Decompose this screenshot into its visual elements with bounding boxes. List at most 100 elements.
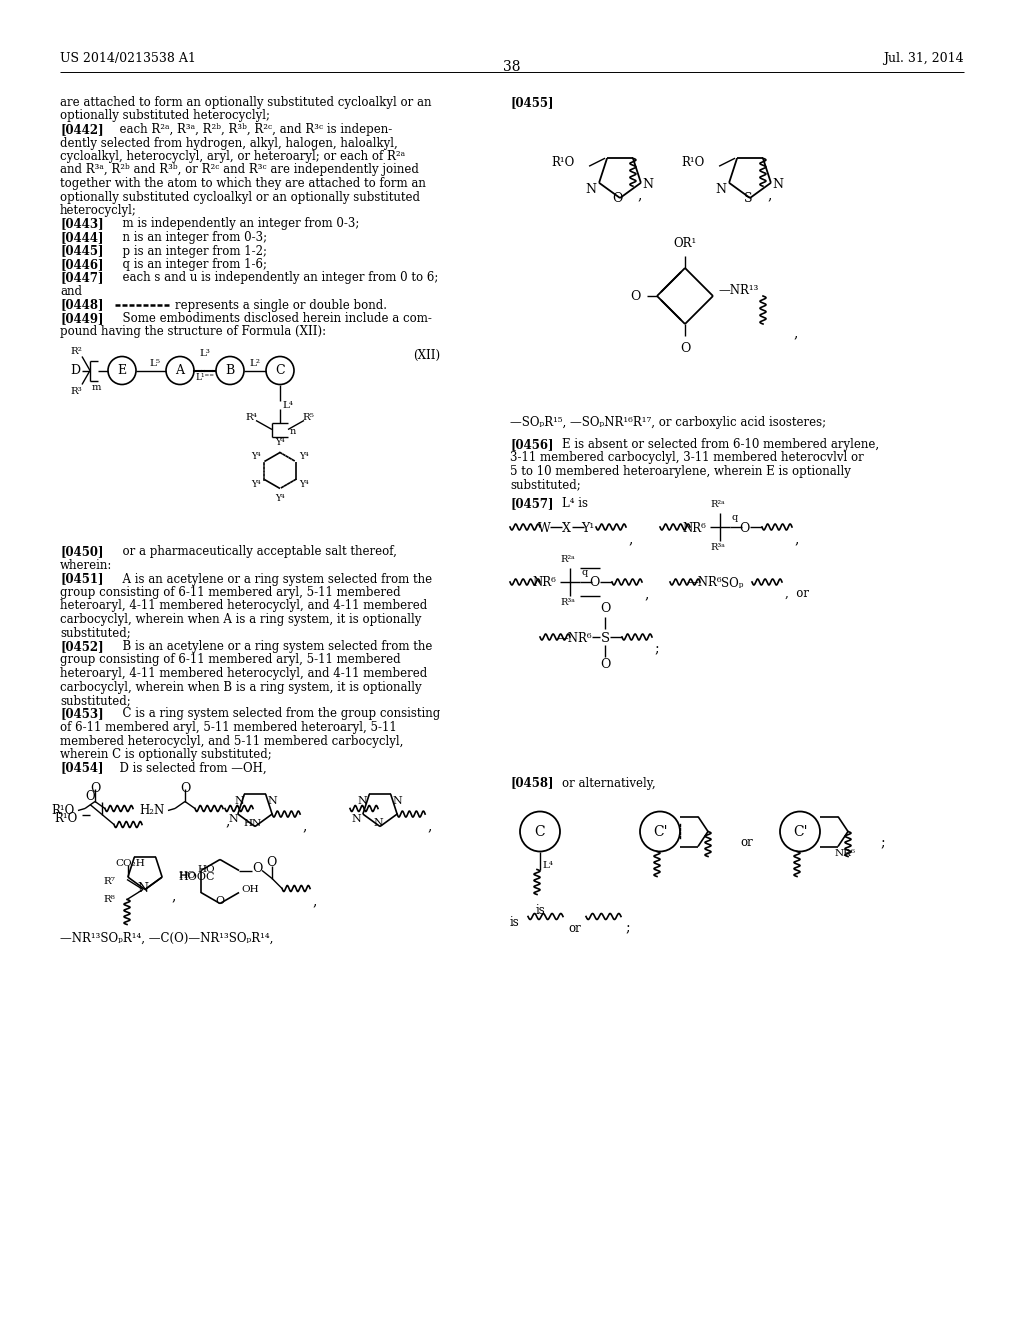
Text: W: W — [538, 521, 551, 535]
Text: p is an integer from 1-2;: p is an integer from 1-2; — [115, 244, 267, 257]
Text: N: N — [137, 882, 148, 895]
Text: N: N — [392, 796, 402, 807]
Text: [0451]: [0451] — [60, 573, 103, 586]
Text: [0446]: [0446] — [60, 257, 103, 271]
Text: HOOC: HOOC — [178, 871, 215, 882]
Text: optionally substituted cycloalkyl or an optionally substituted: optionally substituted cycloalkyl or an … — [60, 190, 420, 203]
Text: ,: , — [794, 532, 799, 546]
Text: [0454]: [0454] — [60, 762, 103, 775]
Text: E: E — [118, 364, 127, 378]
Text: heteroaryl, 4-11 membered heterocyclyl, and 4-11 membered: heteroaryl, 4-11 membered heterocyclyl, … — [60, 667, 427, 680]
Text: H₂N: H₂N — [139, 804, 165, 817]
Text: —SOₚR¹⁵, —SOₚNR¹⁶R¹⁷, or carboxylic acid isosteres;: —SOₚR¹⁵, —SOₚNR¹⁶R¹⁷, or carboxylic acid… — [510, 416, 826, 429]
Text: N: N — [642, 178, 653, 191]
Text: O: O — [252, 862, 262, 875]
Text: ;: ; — [654, 642, 658, 656]
Text: NR⁶: NR⁶ — [682, 521, 706, 535]
Text: HO: HO — [178, 870, 196, 879]
Text: R³ᵃ: R³ᵃ — [560, 598, 575, 607]
Text: group consisting of 6-11 membered aryl, 5-11 membered: group consisting of 6-11 membered aryl, … — [60, 586, 400, 599]
Text: ,: , — [768, 189, 772, 202]
Text: Y⁴: Y⁴ — [251, 480, 260, 488]
Text: Y⁴: Y⁴ — [275, 438, 285, 447]
Text: O: O — [266, 857, 276, 870]
Text: HO: HO — [198, 865, 215, 874]
Text: R⁷: R⁷ — [103, 878, 115, 887]
Text: [0450]: [0450] — [60, 545, 103, 558]
Text: C': C' — [652, 825, 668, 838]
Text: O: O — [589, 577, 599, 590]
Text: [0442]: [0442] — [60, 123, 103, 136]
Text: q: q — [582, 568, 588, 577]
Text: wherein C is optionally substituted;: wherein C is optionally substituted; — [60, 748, 271, 762]
Text: are attached to form an optionally substituted cycloalkyl or an: are attached to form an optionally subst… — [60, 96, 431, 110]
Text: membered heterocyclyl, and 5-11 membered carbocyclyl,: membered heterocyclyl, and 5-11 membered… — [60, 734, 403, 747]
Text: [0453]: [0453] — [60, 708, 103, 721]
Text: O: O — [738, 521, 750, 535]
Text: CO₂H: CO₂H — [115, 859, 144, 869]
Text: N: N — [772, 178, 783, 191]
Text: Y⁴: Y⁴ — [299, 480, 309, 488]
Text: Y¹: Y¹ — [582, 521, 595, 535]
Text: Some embodiments disclosed herein include a com-: Some embodiments disclosed herein includ… — [115, 312, 432, 325]
Text: and R³ᵃ, R²ᵇ and R³ᵇ, or R²ᶜ and R³ᶜ are independently joined: and R³ᵃ, R²ᵇ and R³ᵇ, or R²ᶜ and R³ᶜ are… — [60, 164, 419, 177]
Text: O: O — [90, 781, 100, 795]
Text: O: O — [180, 781, 190, 795]
Text: L⁴: L⁴ — [282, 400, 293, 409]
Text: or: or — [740, 837, 753, 850]
Text: is: is — [510, 916, 520, 929]
Text: ,: , — [312, 895, 316, 908]
Text: N: N — [267, 796, 278, 807]
Text: ,: , — [225, 814, 229, 829]
Text: R²ᵃ: R²ᵃ — [711, 500, 725, 510]
Text: optionally substituted heterocyclyl;: optionally substituted heterocyclyl; — [60, 110, 270, 123]
Text: —NR¹³: —NR¹³ — [718, 285, 759, 297]
Text: R⁸: R⁸ — [103, 895, 115, 903]
Text: N: N — [715, 182, 726, 195]
Text: m: m — [92, 383, 101, 392]
Text: C: C — [275, 364, 285, 378]
Text: OH: OH — [241, 884, 259, 894]
Text: C: C — [535, 825, 546, 838]
Text: C': C' — [793, 825, 807, 838]
Text: (XII): (XII) — [413, 348, 440, 362]
Text: R¹O: R¹O — [52, 804, 75, 817]
Text: L⁴: L⁴ — [542, 862, 553, 870]
Text: X: X — [561, 521, 570, 535]
Text: [0458]: [0458] — [510, 776, 554, 789]
Text: N: N — [234, 796, 245, 807]
Text: R¹O: R¹O — [682, 156, 706, 169]
Text: Jul. 31, 2014: Jul. 31, 2014 — [884, 51, 964, 65]
Text: ,  or: , or — [785, 587, 809, 601]
Text: —NR⁶: —NR⁶ — [686, 577, 722, 590]
Text: R³ᵃ: R³ᵃ — [711, 543, 725, 552]
Text: together with the atom to which they are attached to form an: together with the atom to which they are… — [60, 177, 426, 190]
Text: [0443]: [0443] — [60, 218, 103, 231]
Text: O: O — [600, 602, 610, 615]
Text: each R²ᵃ, R³ᵃ, R²ᵇ, R³ᵇ, R²ᶜ, and R³ᶜ is indepen-: each R²ᵃ, R³ᵃ, R²ᵇ, R³ᵇ, R²ᶜ, and R³ᶜ is… — [112, 123, 392, 136]
Text: 38: 38 — [503, 59, 521, 74]
Text: [0455]: [0455] — [510, 96, 554, 110]
Text: q: q — [732, 513, 738, 521]
Text: D is selected from —OH,: D is selected from —OH, — [112, 762, 266, 775]
Text: US 2014/0213538 A1: US 2014/0213538 A1 — [60, 51, 196, 65]
Text: represents a single or double bond.: represents a single or double bond. — [175, 298, 387, 312]
Text: L²: L² — [249, 359, 260, 367]
Text: ;: ; — [880, 837, 885, 850]
Text: or a pharmaceutically acceptable salt thereof,: or a pharmaceutically acceptable salt th… — [115, 545, 397, 558]
Text: L¹⁼⁼: L¹⁼⁼ — [196, 372, 214, 381]
Text: wherein:: wherein: — [60, 558, 113, 572]
Text: O: O — [85, 789, 95, 803]
Text: R⁴: R⁴ — [245, 412, 257, 421]
Text: N: N — [228, 814, 238, 824]
Text: SOₚ: SOₚ — [721, 577, 743, 590]
Text: O: O — [215, 895, 224, 906]
Text: or: or — [568, 921, 581, 935]
Text: Y⁴: Y⁴ — [275, 494, 285, 503]
Text: R¹O: R¹O — [54, 812, 78, 825]
Text: C is a ring system selected from the group consisting: C is a ring system selected from the gro… — [115, 708, 440, 721]
Text: substituted;: substituted; — [60, 694, 131, 708]
Text: ,: , — [427, 820, 431, 833]
Text: N: N — [357, 796, 368, 807]
Text: A: A — [175, 364, 184, 378]
